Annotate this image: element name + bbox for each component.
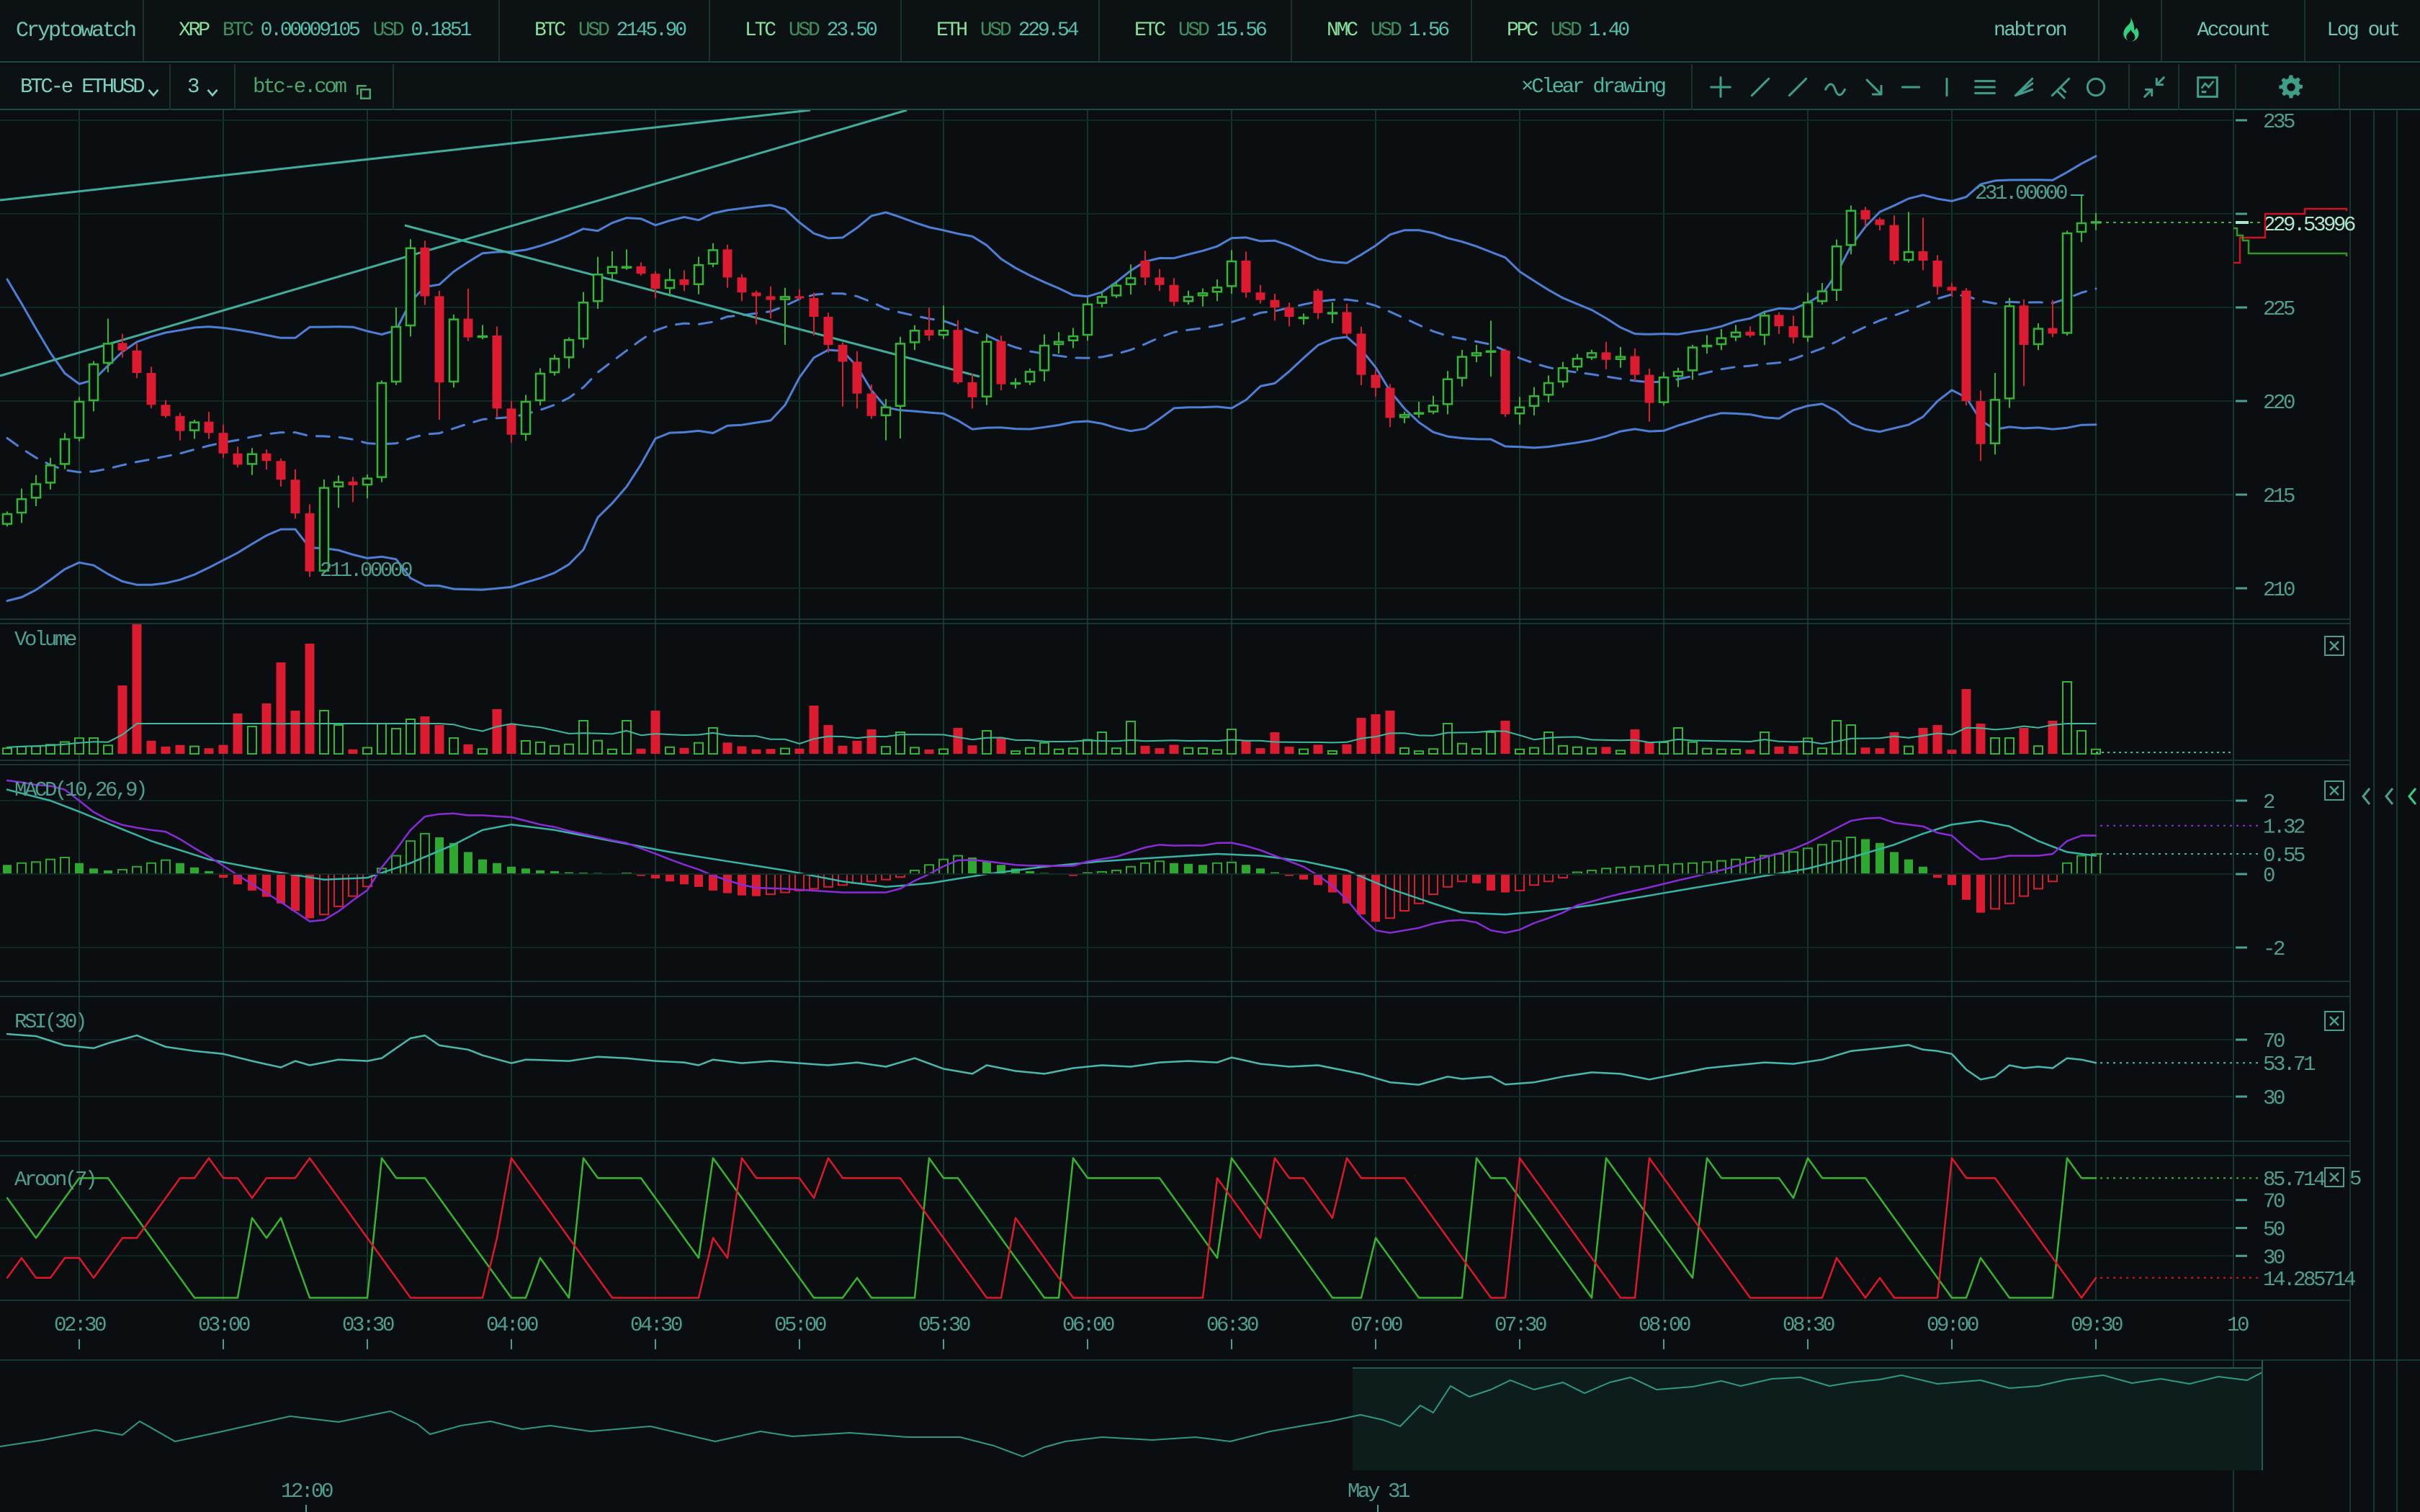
svg-text:09:30: 09:30 [2071, 1313, 2123, 1337]
svg-text:70: 70 [2263, 1030, 2285, 1053]
svg-text:05:00: 05:00 [774, 1313, 826, 1337]
svg-text:229.53996: 229.53996 [2263, 213, 2355, 237]
svg-text:30: 30 [2263, 1086, 2285, 1110]
svg-text:1.32: 1.32 [2263, 816, 2305, 840]
svg-text:5: 5 [2349, 1167, 2361, 1191]
svg-text:210: 210 [2263, 578, 2295, 602]
svg-text:MACD(10,26,9): MACD(10,26,9) [14, 778, 145, 802]
svg-text:02:30: 02:30 [54, 1313, 106, 1337]
svg-text:12:00: 12:00 [281, 1480, 333, 1503]
svg-text:08:30: 08:30 [1783, 1313, 1834, 1337]
svg-text:09:00: 09:00 [1927, 1313, 1978, 1337]
svg-text:04:00: 04:00 [486, 1313, 538, 1337]
svg-text:06:00: 06:00 [1062, 1313, 1114, 1337]
svg-text:85.714: 85.714 [2263, 1168, 2325, 1192]
svg-text:225: 225 [2263, 297, 2295, 321]
svg-text:231.00000: 231.00000 [1975, 181, 2067, 205]
svg-text:53.71: 53.71 [2263, 1053, 2315, 1076]
svg-text:10: 10 [2227, 1313, 2249, 1337]
svg-text:2: 2 [2263, 791, 2275, 814]
svg-text:235: 235 [2263, 110, 2295, 134]
svg-text:03:00: 03:00 [198, 1313, 250, 1337]
svg-text:07:30: 07:30 [1494, 1313, 1546, 1337]
svg-text:211.00000: 211.00000 [320, 559, 412, 582]
svg-text:05:30: 05:30 [918, 1313, 970, 1337]
svg-text:Aroon(7): Aroon(7) [14, 1168, 95, 1192]
svg-text:215: 215 [2263, 485, 2295, 508]
svg-text:30: 30 [2263, 1246, 2285, 1269]
svg-text:-2: -2 [2263, 937, 2285, 961]
svg-text:07:00: 07:00 [1350, 1313, 1402, 1337]
svg-text:0.55: 0.55 [2263, 844, 2305, 868]
svg-text:03:30: 03:30 [342, 1313, 394, 1337]
svg-text:220: 220 [2263, 391, 2295, 415]
svg-text:08:00: 08:00 [1639, 1313, 1690, 1337]
svg-text:Volume: Volume [14, 628, 76, 652]
svg-text:70: 70 [2263, 1190, 2285, 1214]
svg-text:May 31: May 31 [1348, 1480, 1410, 1503]
svg-text:RSI(30): RSI(30) [14, 1010, 85, 1034]
svg-text:06:30: 06:30 [1206, 1313, 1258, 1337]
svg-text:50: 50 [2263, 1218, 2285, 1242]
svg-text:14.285714: 14.285714 [2263, 1268, 2355, 1292]
svg-text:04:30: 04:30 [630, 1313, 682, 1337]
